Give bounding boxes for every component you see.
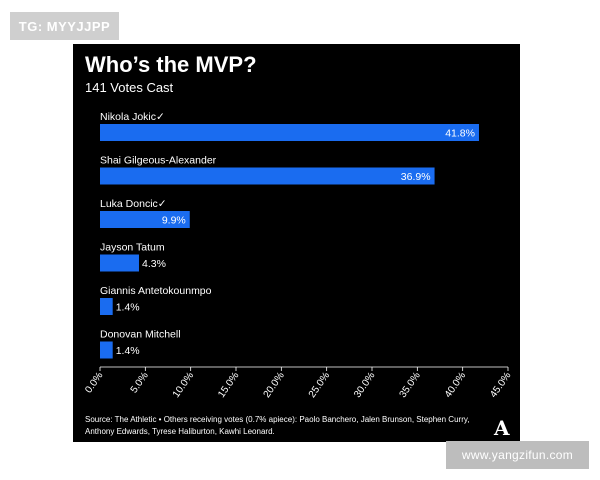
category-label: Nikola Jokic✓ xyxy=(100,111,165,123)
x-tick-label: 30.0% xyxy=(352,370,377,400)
chart-title: Who’s the MVP? xyxy=(85,52,257,77)
bar xyxy=(100,211,190,228)
x-tick-label: 40.0% xyxy=(443,370,468,400)
x-tick-label: 25.0% xyxy=(307,370,332,400)
watermark-top: TG: MYYJJPP xyxy=(10,12,119,40)
watermark-bottom: www.yangzifun.com xyxy=(446,441,589,469)
bar xyxy=(100,254,139,272)
value-label: 1.4% xyxy=(116,302,140,314)
source-note: Source: The Athletic • Others receiving … xyxy=(85,415,470,436)
chart-panel: Who’s the MVP? 141 Votes Cast Nikola Jok… xyxy=(73,44,520,442)
value-label: 1.4% xyxy=(116,345,140,357)
value-label: 36.9% xyxy=(401,171,431,183)
value-label: 41.8% xyxy=(445,128,475,140)
bar xyxy=(100,124,479,141)
value-label: 4.3% xyxy=(142,258,166,270)
bar xyxy=(100,341,113,359)
bar xyxy=(100,167,435,185)
bar xyxy=(100,298,113,315)
x-tick-label: 15.0% xyxy=(216,370,241,400)
category-label: Shai Gilgeous-Alexander xyxy=(100,155,217,167)
athletic-logo: A xyxy=(494,416,510,440)
category-label: Luka Doncic✓ xyxy=(100,198,167,210)
category-label: Giannis Antetokounmpo xyxy=(100,285,212,297)
x-tick-label: 0.0% xyxy=(83,370,105,395)
mvp-bar-chart: Nikola Jokic✓ 41.8% Shai Gilgeous-Alexande… xyxy=(83,111,513,400)
x-tick-label: 45.0% xyxy=(488,370,513,400)
value-label: 9.9% xyxy=(162,215,186,227)
chart-subtitle: 141 Votes Cast xyxy=(85,80,174,95)
category-label: Donovan Mitchell xyxy=(100,329,181,341)
x-tick-label: 5.0% xyxy=(129,370,151,395)
x-tick-label: 35.0% xyxy=(398,370,423,400)
x-tick-label: 20.0% xyxy=(262,370,287,400)
category-label: Jayson Tatum xyxy=(100,242,165,254)
x-tick-label: 10.0% xyxy=(171,370,196,400)
